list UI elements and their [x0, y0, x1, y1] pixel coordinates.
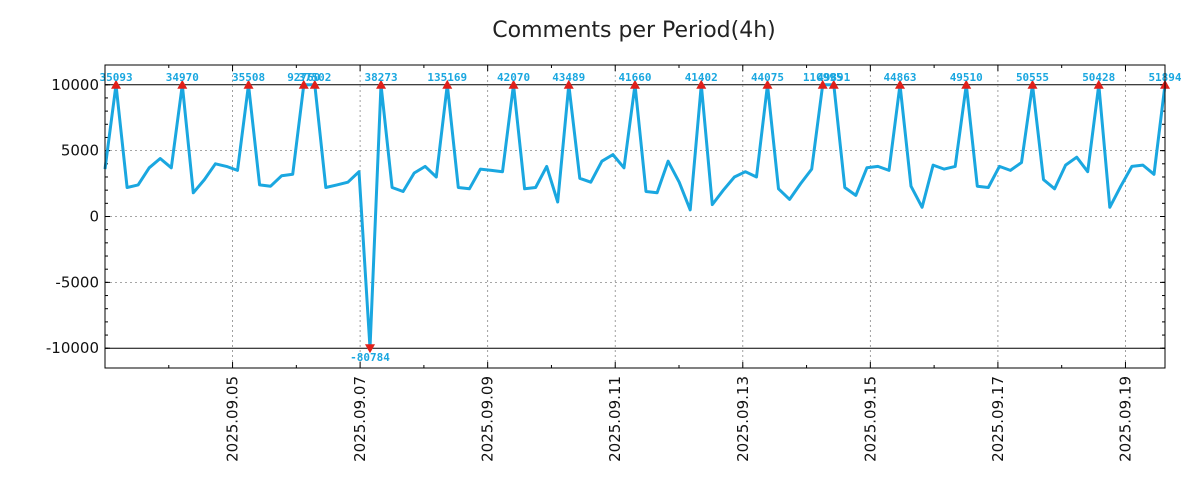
peak-value-label: 38273 [364, 71, 397, 84]
clip-marker [762, 79, 773, 89]
peak-value-label: 34970 [166, 71, 199, 84]
y-tick-label: 0 [89, 208, 99, 226]
x-tick-label: 2025.09.05 [224, 376, 242, 462]
clip-marker [1027, 79, 1038, 89]
x-tick-label: 2025.09.07 [351, 376, 369, 462]
peak-value-label: 35508 [232, 71, 265, 84]
peak-value-label: 50555 [1016, 71, 1049, 84]
x-axis: 2025.09.05 2025.09.07 2025.09.09 2025.09.11… [168, 65, 1134, 462]
peak-value-label: 44075 [751, 71, 784, 84]
clip-marker [630, 79, 640, 89]
clip-marker [817, 79, 828, 89]
clip-marker [298, 79, 309, 89]
peak-value-label: 35093 [99, 71, 132, 84]
peak-value-label: 41660 [618, 71, 651, 84]
clip-marker [1093, 79, 1104, 89]
x-tick-label: 2025.09.09 [479, 376, 497, 462]
clip-marker [895, 79, 905, 89]
grid [105, 65, 1165, 368]
plot-frame [104, 64, 1166, 369]
clip-marker [376, 79, 387, 89]
y-tick-label: -5000 [55, 273, 99, 291]
y-tick-label: -10000 [46, 339, 99, 357]
peak-value-label: 92760 [287, 71, 320, 84]
chart-title: Comments per Period(4h) [492, 18, 776, 43]
clip-marker [243, 79, 254, 89]
y-tick-label: 5000 [61, 142, 99, 160]
clip-marker [442, 79, 453, 89]
x-tick-label: 2025.09.17 [989, 376, 1007, 462]
x-tick-label: 2025.09.15 [861, 376, 879, 462]
clip-marker [365, 344, 375, 354]
marker-layer [111, 79, 1170, 354]
x-tick-label: 2025.09.11 [606, 376, 624, 462]
clip-marker [508, 79, 519, 89]
y-tick-label: 10000 [51, 76, 99, 94]
peak-value-label: 43489 [552, 71, 585, 84]
y-axis: 10000 5000 0 -5000 -10000 [46, 76, 1165, 357]
peak-value-label: 110995 [803, 71, 843, 84]
x-tick-label: 2025.09.13 [734, 376, 752, 462]
clip-marker [309, 79, 320, 89]
clip-marker [563, 79, 574, 89]
peak-value-label: 37502 [298, 71, 331, 84]
peak-value-label: 50428 [1082, 71, 1115, 84]
peak-value-label: 44863 [883, 71, 916, 84]
peak-value-label: 135169 [427, 71, 467, 84]
peak-value-label: -80784 [350, 351, 390, 364]
clip-marker [828, 79, 839, 89]
clip-marker [961, 79, 972, 89]
clip-marker [111, 79, 122, 89]
peak-value-label: 42070 [497, 71, 530, 84]
peak-value-label: 49891 [817, 71, 850, 84]
clip-marker [177, 79, 188, 89]
peak-value-label: 41402 [685, 71, 718, 84]
peak-value-label: 49510 [950, 71, 983, 84]
x-tick-label: 2025.09.19 [1116, 376, 1134, 462]
clip-marker [696, 79, 707, 89]
